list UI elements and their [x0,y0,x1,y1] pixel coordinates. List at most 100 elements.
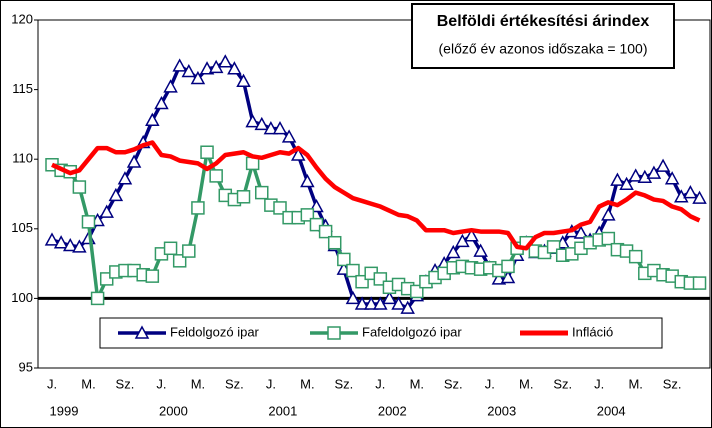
marker [236,73,251,87]
series-line [51,140,701,251]
marker [363,296,379,310]
marker [145,269,160,283]
marker [145,112,160,126]
plot: 95 100 105 110 115 120 [11,11,710,374]
x-tick-label: M. [410,376,424,391]
y-tick-label: 120 [11,11,33,26]
marker [209,169,223,183]
x-tick-label: Sz. [116,376,135,391]
marker [619,176,634,191]
x-tick-label: M. [81,376,95,391]
marker [44,232,60,246]
year-label: 2003 [487,403,516,418]
y-tick-label: 100 [11,290,33,305]
marker [190,70,206,85]
marker [126,154,142,168]
marker [327,326,341,340]
marker [117,171,133,185]
x-tick-label: J. [485,376,495,391]
marker [172,58,187,72]
marker [610,172,625,186]
marker [72,239,87,253]
marker [62,237,78,252]
marker [227,61,242,75]
marker [345,290,361,305]
x-tick-label: J. [266,376,276,391]
marker [236,190,251,204]
marker [327,235,342,250]
marker [318,224,333,239]
marker [90,291,105,306]
marker [692,190,707,204]
year-label: 2004 [597,403,626,418]
marker [199,61,215,75]
y-tick-label: 115 [12,81,33,96]
marker [646,165,662,179]
marker [573,225,589,239]
x-tick-label: M. [300,376,314,391]
x-tick-label: Sz. [553,376,572,391]
marker [108,187,124,202]
y-tick-label: 105 [11,220,33,235]
y-tick-label: 95 [19,359,33,374]
marker [134,325,150,339]
marker [163,79,178,93]
marker [218,54,233,68]
marker [628,168,643,182]
marker [683,185,698,199]
x-tick-label: J. [47,376,57,391]
marker [281,129,297,143]
legend-label: Feldolgozó ipar [170,324,260,339]
marker [501,259,515,274]
marker [346,263,360,278]
marker [99,204,114,218]
marker [191,201,205,215]
x-tick-label: M. [519,376,533,391]
marker [81,215,96,229]
year-label: 1999 [50,403,79,418]
x-tick-label: Sz. [334,376,353,391]
marker [245,114,260,128]
x-tick-label: J. [375,376,385,391]
marker [464,228,479,242]
marker [391,296,406,310]
year-label: 2002 [378,403,407,418]
x-tick-label: Sz. [444,376,463,391]
x-tick-label: J. [594,376,604,391]
marker [628,249,643,264]
marker [181,63,197,78]
legend-items: Feldolgozó ipar Fafeldolgozó ipar Infláció [118,324,613,340]
marker [254,116,270,131]
chart-subtitle: (előző év azonos időszaka = 100) [439,41,648,57]
marker [337,252,351,267]
marker [182,244,196,258]
marker [300,173,315,188]
x-tick-label: M. [628,376,642,391]
legend [99,317,663,349]
marker [491,271,507,285]
marker [163,241,178,256]
marker [354,296,370,310]
marker [154,95,169,110]
marker [664,171,680,185]
marker [53,235,69,249]
marker [473,243,488,257]
legend-label: Fafeldolgozó ipar [362,324,462,339]
y-tick-label: 110 [12,151,33,166]
marker [290,147,306,161]
marker [601,207,616,221]
marker [200,145,214,159]
chart-title: Belföldi értékesítési árindex [437,13,650,30]
marker [601,231,616,246]
legend-label: Infláció [572,324,613,339]
marker [272,121,288,135]
x-tick-label: M. [191,376,205,391]
year-label: 2001 [268,403,297,418]
marker [400,300,415,314]
marker [692,276,707,290]
marker [382,290,397,305]
marker [446,244,461,259]
marker [255,185,269,200]
plot-area [37,19,711,369]
